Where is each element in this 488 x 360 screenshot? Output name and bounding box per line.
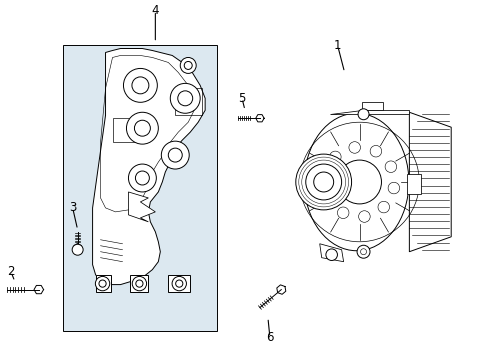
Circle shape	[184, 62, 192, 69]
Polygon shape	[168, 275, 190, 292]
Circle shape	[360, 249, 366, 255]
Polygon shape	[128, 192, 155, 222]
Circle shape	[135, 171, 149, 185]
Circle shape	[175, 280, 183, 287]
Circle shape	[358, 211, 369, 222]
Circle shape	[369, 145, 381, 157]
Circle shape	[170, 84, 200, 113]
Circle shape	[385, 161, 396, 172]
Circle shape	[136, 280, 142, 287]
Circle shape	[134, 120, 150, 136]
Circle shape	[377, 201, 389, 213]
Circle shape	[168, 148, 182, 162]
Circle shape	[132, 77, 148, 94]
Circle shape	[123, 68, 157, 102]
Text: 2: 2	[7, 265, 15, 278]
Circle shape	[128, 164, 156, 192]
Circle shape	[337, 207, 348, 219]
Polygon shape	[361, 102, 383, 110]
Circle shape	[356, 245, 369, 258]
Polygon shape	[95, 275, 110, 292]
Text: 5: 5	[238, 92, 245, 105]
Circle shape	[161, 141, 189, 169]
Circle shape	[126, 112, 158, 144]
Circle shape	[172, 276, 186, 291]
Text: 6: 6	[265, 331, 273, 344]
Text: 3: 3	[69, 201, 76, 215]
Circle shape	[95, 276, 109, 291]
Circle shape	[99, 280, 106, 287]
Polygon shape	[319, 244, 343, 262]
Text: 4: 4	[151, 4, 159, 17]
Circle shape	[337, 160, 381, 204]
Ellipse shape	[304, 113, 408, 251]
Polygon shape	[329, 110, 408, 114]
Circle shape	[305, 164, 341, 200]
Polygon shape	[130, 275, 148, 292]
Circle shape	[329, 151, 341, 163]
Circle shape	[322, 192, 333, 203]
Circle shape	[295, 154, 351, 210]
Circle shape	[180, 58, 196, 73]
Bar	[62, 45, 217, 332]
Circle shape	[319, 170, 330, 182]
Circle shape	[387, 182, 399, 194]
Circle shape	[72, 244, 83, 255]
Polygon shape	[92, 49, 205, 285]
Text: 1: 1	[333, 39, 341, 52]
Polygon shape	[407, 174, 421, 194]
Circle shape	[178, 91, 192, 106]
Circle shape	[132, 276, 146, 291]
Polygon shape	[408, 112, 450, 252]
Circle shape	[313, 172, 333, 192]
Circle shape	[348, 142, 360, 153]
Circle shape	[357, 109, 368, 120]
Circle shape	[325, 249, 337, 261]
